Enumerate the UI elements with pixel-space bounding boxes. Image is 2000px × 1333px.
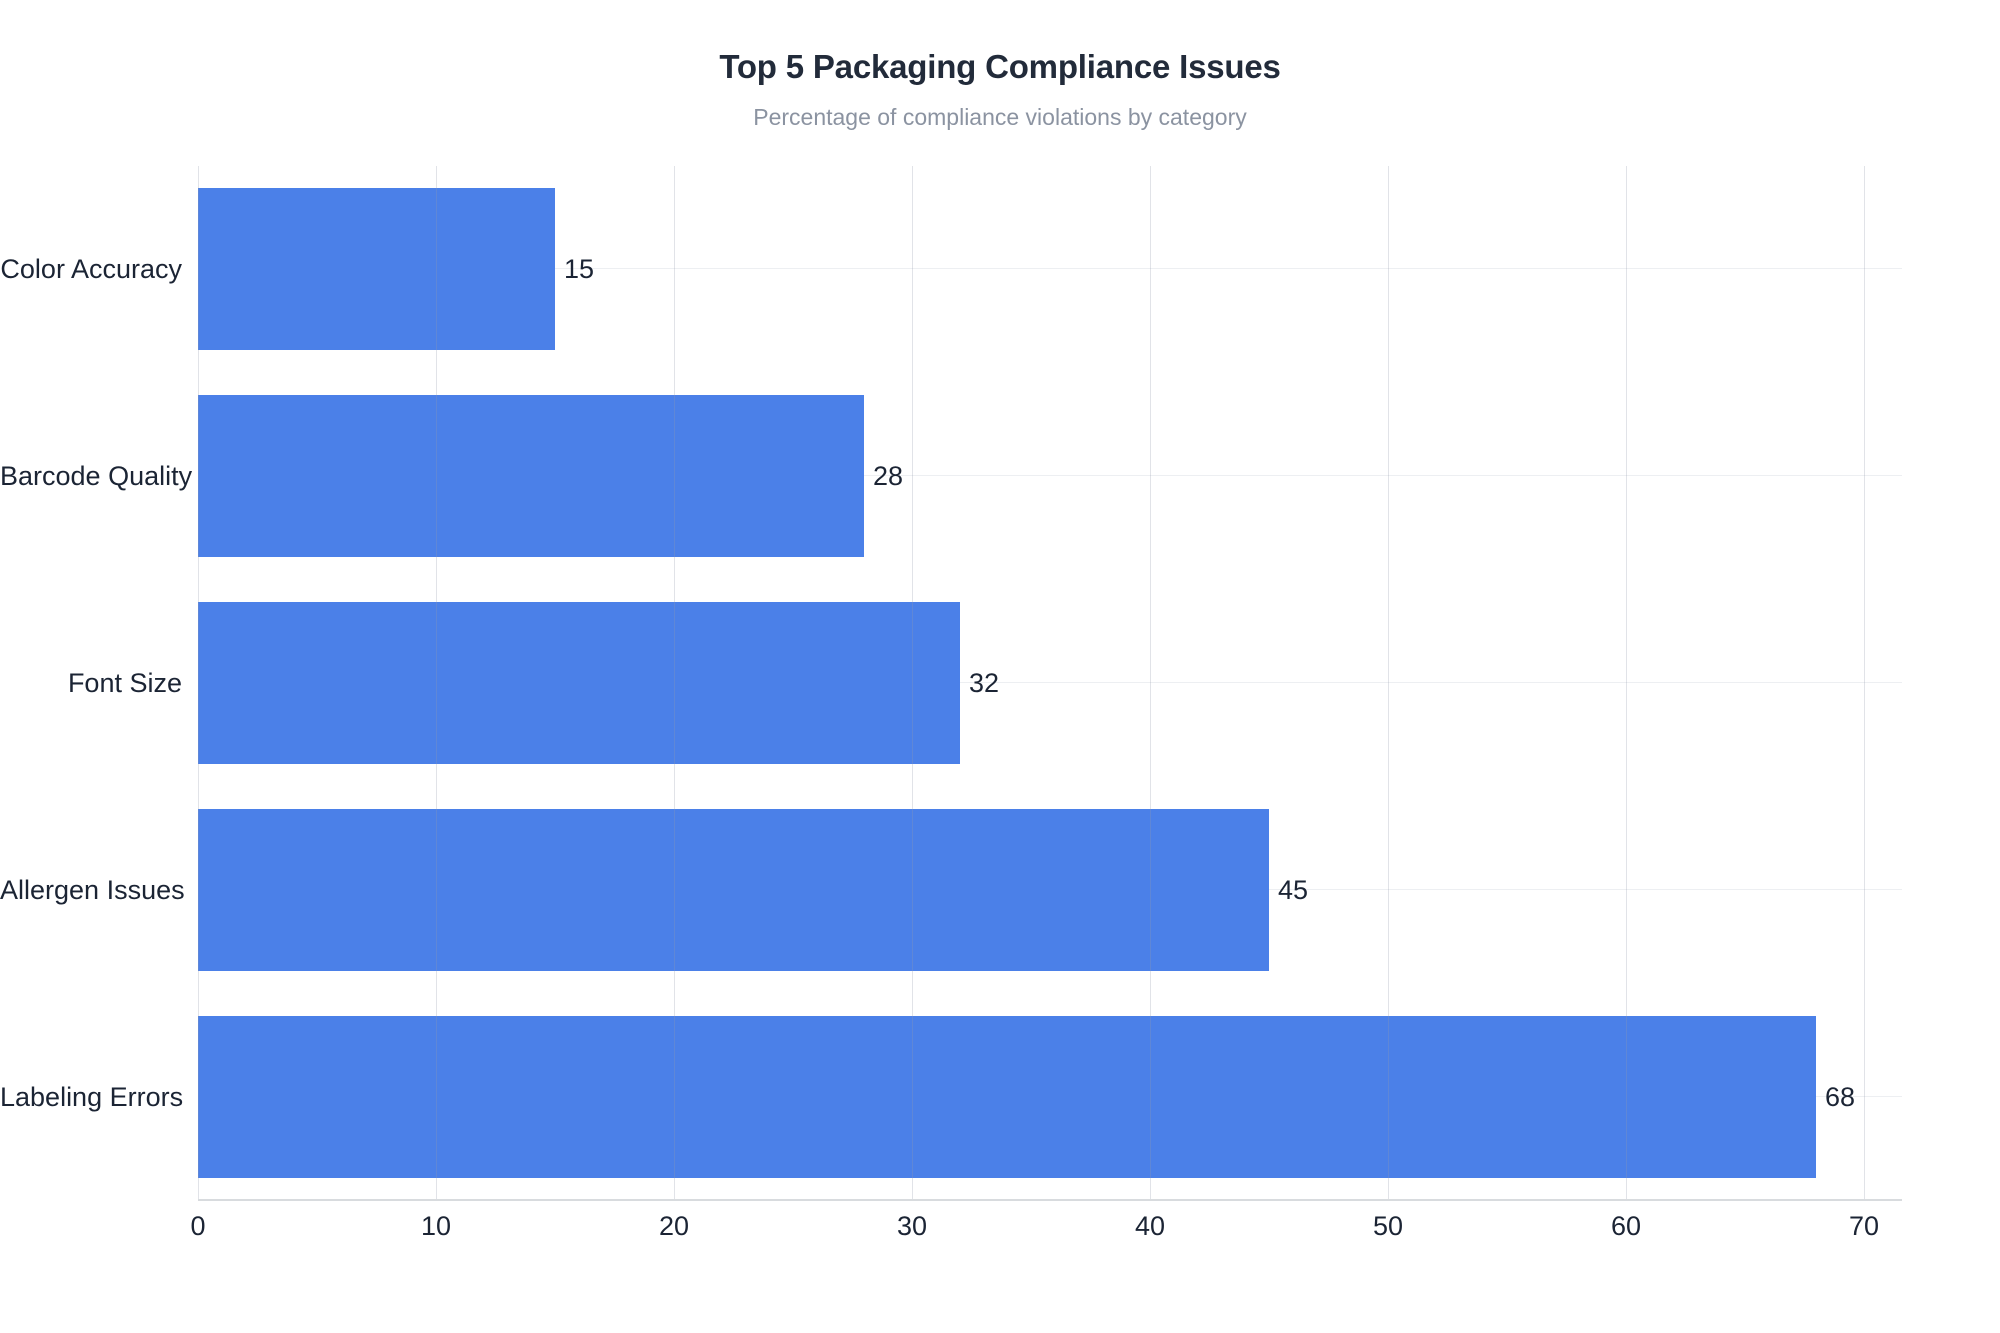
vertical-gridline: [198, 166, 199, 1200]
chart-title: Top 5 Packaging Compliance Issues: [719, 48, 1281, 85]
bar-color-accuracy: [198, 188, 555, 350]
x-tick-label: 20: [658, 1211, 690, 1241]
category-label-labeling-errors: Labeling Errors: [0, 1082, 184, 1112]
x-axis-tick-labels: 0 10 20 30 40 50 60 70: [190, 1207, 1902, 1245]
chart-subtitle: Percentage of compliance violations by c…: [753, 104, 1247, 130]
x-tick-label: 70: [1848, 1211, 1880, 1241]
bar-font-size: [198, 602, 960, 764]
horizontal-gridline: [198, 475, 1902, 476]
category-label-barcode-quality: Barcode Quality: [0, 461, 193, 491]
y-axis-category-labels: Color Accuracy Barcode Quality Font Size Al…: [0, 166, 193, 1200]
vertical-gridline: [1864, 166, 1865, 1200]
bar-labeling-errors: [198, 1016, 1816, 1178]
vertical-gridline: [912, 166, 913, 1200]
x-axis-line: [198, 1199, 1902, 1201]
bar-allergen-issues: [198, 809, 1269, 971]
x-tick-label: 10: [420, 1211, 452, 1241]
horizontal-gridline: [198, 268, 1902, 269]
plot-area: 15 28 32 45 68: [198, 166, 1902, 1201]
bar-barcode-quality: [198, 395, 864, 557]
x-tick-label: 60: [1610, 1211, 1642, 1241]
vertical-gridline: [1626, 166, 1627, 1200]
vertical-gridline: [1388, 166, 1389, 1200]
x-tick-label: 40: [1134, 1211, 1166, 1241]
value-label: 68: [1825, 1082, 1856, 1112]
category-label-font-size: Font Size: [67, 668, 182, 698]
vertical-gridline: [436, 166, 437, 1200]
x-tick-label: 50: [1372, 1211, 1404, 1241]
value-label: 28: [873, 461, 904, 491]
horizontal-gridline: [198, 682, 1902, 683]
value-label: 45: [1278, 875, 1309, 905]
x-tick-label: 30: [896, 1211, 928, 1241]
vertical-gridline: [1150, 166, 1151, 1200]
x-tick-label: 0: [190, 1211, 206, 1241]
category-label-color-accuracy: Color Accuracy: [0, 254, 182, 284]
value-label: 15: [564, 254, 595, 284]
value-label: 32: [969, 668, 1000, 698]
vertical-gridline: [674, 166, 675, 1200]
category-label-allergen-issues: Allergen Issues: [0, 875, 185, 905]
